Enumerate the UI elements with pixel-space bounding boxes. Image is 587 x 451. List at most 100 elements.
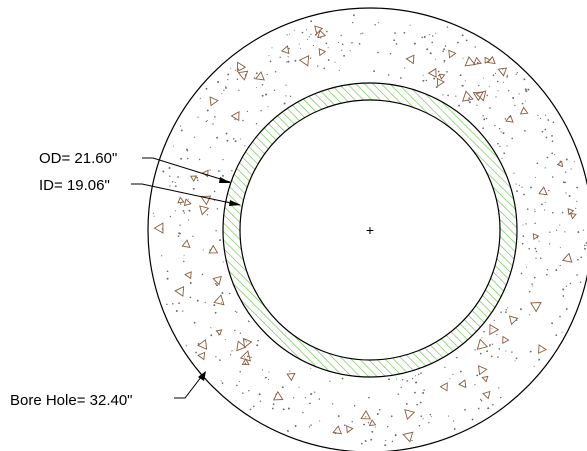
sand-dot (368, 396, 370, 399)
sand-dot (238, 380, 240, 383)
sand-dot (326, 30, 328, 33)
sand-dot (246, 355, 249, 358)
sand-dot (559, 264, 561, 267)
sand-dot (337, 415, 340, 418)
sand-dot (236, 384, 238, 387)
sand-dot (198, 158, 201, 161)
sand-dot (429, 413, 432, 416)
sand-dot (497, 90, 499, 92)
sand-dot (189, 282, 192, 284)
sand-dot (565, 158, 568, 161)
sand-dot (534, 247, 537, 250)
sand-dot (516, 72, 518, 74)
sand-dot (492, 404, 494, 406)
sand-dot (486, 94, 488, 97)
sand-dot (583, 247, 586, 250)
sand-dot (183, 260, 185, 263)
sand-dot (192, 235, 194, 237)
sand-dot (471, 418, 474, 421)
sand-dot (205, 120, 208, 123)
sand-dot (532, 285, 534, 287)
aggregate-triangle (569, 212, 577, 220)
sand-dot (442, 50, 445, 53)
sand-dot (221, 382, 224, 384)
aggregate-triangle (462, 90, 474, 102)
aggregate-triangle (298, 55, 310, 67)
sand-dot (185, 345, 187, 347)
sand-dot (219, 239, 222, 242)
aggregate-triangle (174, 285, 185, 297)
sand-dot (544, 201, 546, 203)
sand-dot (580, 256, 583, 259)
sand-dot (545, 136, 548, 139)
sand-dot (325, 42, 328, 45)
sand-dot (422, 74, 424, 76)
sand-dot (518, 93, 520, 95)
sand-dot (583, 244, 586, 247)
sand-dot (496, 80, 499, 83)
sand-dot (378, 408, 381, 411)
sand-dot (219, 359, 221, 361)
sand-dot (576, 186, 579, 189)
sand-dot (515, 357, 518, 360)
aggregate-triangle (200, 195, 212, 206)
sand-dot (298, 386, 300, 388)
sand-dot (446, 70, 448, 73)
bore-hole-label: Bore Hole= 32.40" (10, 392, 133, 409)
sand-dot (403, 31, 406, 34)
sand-dot (437, 70, 440, 73)
sand-dot (483, 330, 485, 333)
sand-dot (474, 384, 476, 386)
sand-dot (551, 152, 554, 155)
sand-dot (367, 422, 370, 424)
sand-dot (187, 198, 189, 200)
aggregate-triangle (272, 390, 284, 401)
sand-dot (537, 114, 539, 116)
sand-dot (541, 130, 544, 133)
sand-dot (206, 214, 209, 216)
sand-dot (400, 386, 402, 388)
sand-dot (273, 89, 276, 92)
sand-dot (201, 273, 204, 276)
sand-dot (199, 97, 201, 99)
aggregate-triangle (181, 239, 191, 248)
sand-dot (514, 104, 516, 107)
sand-dot (552, 121, 555, 124)
sand-dot (213, 304, 216, 307)
sand-dot (443, 59, 446, 62)
sand-dot (271, 407, 274, 410)
sand-dot (214, 282, 217, 285)
sand-dot (249, 408, 252, 411)
aggregate-triangle (242, 337, 253, 349)
aggregate-triangle (439, 382, 448, 392)
aggregate-triangle (213, 294, 225, 306)
sand-dot (419, 401, 422, 404)
sand-dot (529, 290, 531, 293)
sand-dot (166, 270, 169, 273)
sand-dot (533, 365, 535, 367)
sand-dot (453, 427, 456, 430)
sand-dot (526, 208, 529, 210)
sand-dot (506, 76, 509, 78)
sand-dot (168, 167, 171, 169)
sand-dot (386, 425, 389, 428)
sand-dot (438, 75, 440, 77)
sand-dot (323, 67, 326, 70)
sand-dot (429, 52, 432, 55)
sand-dot (524, 100, 526, 102)
sand-dot (464, 80, 466, 82)
sand-dot (528, 247, 530, 250)
sand-dot (214, 199, 216, 202)
sand-dot (536, 162, 539, 165)
sand-dot (452, 420, 455, 422)
sand-dot (462, 85, 464, 87)
aggregate-triangle (537, 344, 548, 354)
sand-dot (364, 440, 367, 442)
sand-dot (229, 354, 232, 356)
aggregate-triangle (286, 372, 296, 382)
sand-dot (288, 47, 290, 50)
sand-dot (459, 74, 462, 77)
sand-dot (166, 303, 168, 306)
sand-dot (365, 416, 367, 418)
sand-dot (361, 442, 363, 445)
